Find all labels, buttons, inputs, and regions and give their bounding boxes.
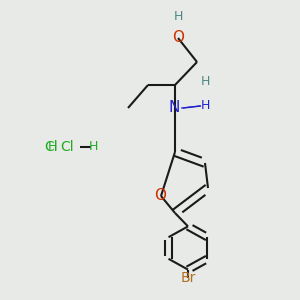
Text: Cl: Cl: [61, 140, 74, 154]
Text: H: H: [201, 99, 210, 112]
Text: Cl: Cl: [44, 140, 58, 154]
Text: H: H: [201, 75, 211, 88]
Text: O: O: [172, 31, 184, 46]
Text: H: H: [48, 140, 57, 154]
Text: H: H: [173, 11, 183, 23]
Text: N: N: [169, 100, 180, 116]
Text: Br: Br: [180, 271, 196, 285]
Text: H: H: [89, 140, 98, 154]
Text: O: O: [154, 188, 166, 203]
